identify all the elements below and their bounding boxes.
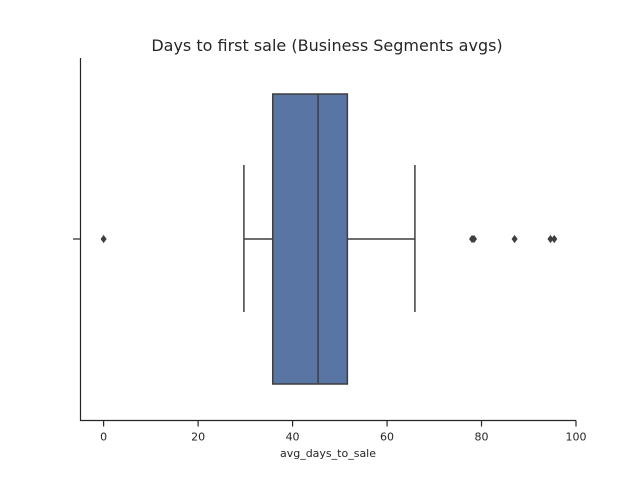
x-tick-label: 80 [475,431,489,444]
outlier-points [100,234,558,244]
outlier-point [551,234,558,244]
chart-title: Days to first sale (Business Segments av… [151,36,502,55]
outlier-point [511,234,518,244]
x-tick-label: 60 [380,431,394,444]
outlier-point [470,234,478,244]
x-axis-ticks: 0 20 40 60 80 100 [100,420,587,444]
box-group [243,93,416,385]
x-tick-label: 40 [286,431,300,444]
x-tick-label: 100 [566,431,587,444]
x-tick-label: 20 [191,431,205,444]
iqr-box [271,93,349,385]
x-axis-label: avg_days_to_sale [280,447,376,460]
x-tick-label: 0 [100,431,107,444]
outlier-point [100,234,107,244]
